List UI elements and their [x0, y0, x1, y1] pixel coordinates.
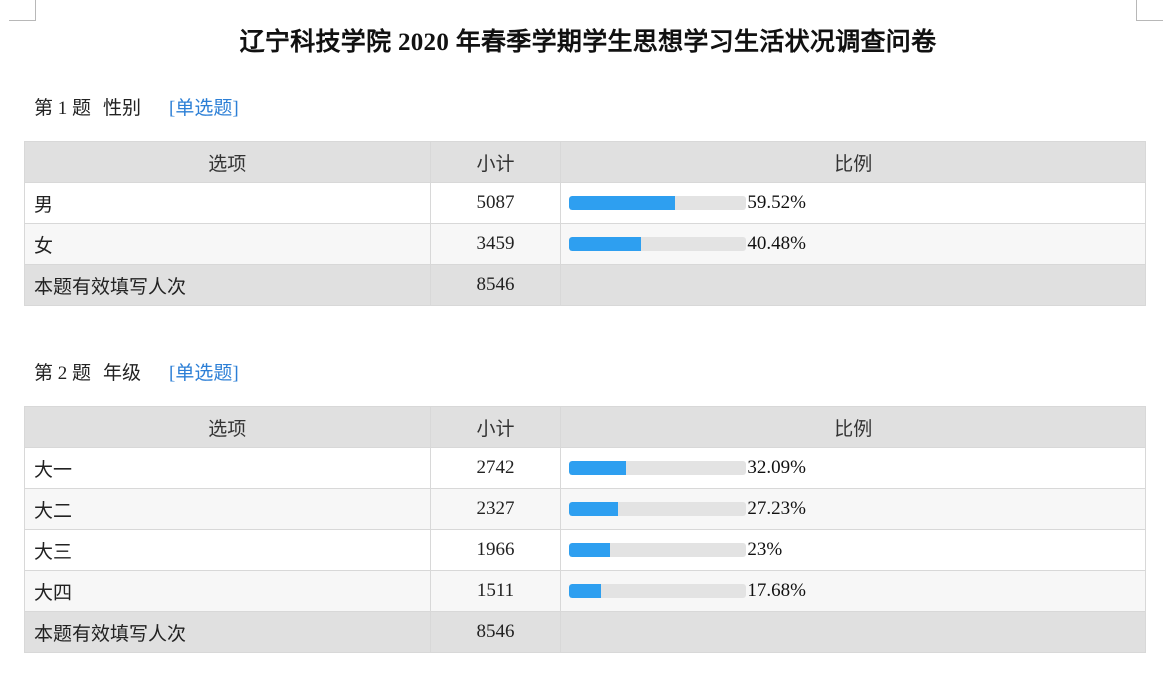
question-2-title: 年级 — [103, 363, 142, 384]
table-header-row: 选项 小计 比例 — [24, 141, 1146, 183]
survey-title: 辽宁科技学院 2020 年春季学期学生思想学习生活状况调查问卷 — [239, 29, 937, 56]
progress-bar — [569, 196, 747, 210]
total-empty-cell — [560, 264, 1146, 306]
ratio-cell: 59.52% — [560, 182, 1146, 224]
option-label: 大二 — [24, 488, 431, 530]
option-label: 大四 — [24, 570, 431, 612]
progress-bar-fill — [569, 502, 618, 516]
progress-bar — [569, 543, 747, 557]
progress-bar-fill — [569, 196, 675, 210]
header-ratio: 比例 — [560, 141, 1146, 183]
ratio-cell: 32.09% — [560, 447, 1146, 489]
total-empty-cell — [560, 611, 1146, 653]
percent-text: 59.52% — [747, 192, 806, 213]
header-count: 小计 — [429, 406, 562, 448]
question-2-type-link[interactable]: [单选题] — [169, 363, 239, 384]
question-1-type-link[interactable]: [单选题] — [169, 98, 239, 119]
question-1-title: 性别 — [103, 98, 142, 119]
option-count: 2742 — [429, 447, 562, 489]
option-label: 大一 — [24, 447, 431, 489]
option-label: 女 — [24, 223, 431, 265]
question-2-heading: 第 2 题年级 [单选题] — [34, 358, 239, 385]
option-label: 男 — [24, 182, 431, 224]
page-corner-mark-left — [9, 0, 36, 21]
progress-bar-fill — [569, 584, 601, 598]
table-row: 女 3459 40.48% — [24, 223, 1146, 265]
header-ratio: 比例 — [560, 406, 1146, 448]
percent-text: 40.48% — [747, 233, 806, 254]
header-option: 选项 — [24, 406, 431, 448]
header-option: 选项 — [24, 141, 431, 183]
progress-bar — [569, 237, 747, 251]
option-count: 1966 — [429, 529, 562, 571]
header-count: 小计 — [429, 141, 562, 183]
percent-text: 32.09% — [747, 457, 806, 478]
progress-bar — [569, 502, 747, 516]
option-count: 2327 — [429, 488, 562, 530]
table-row: 大四 1511 17.68% — [24, 570, 1146, 612]
percent-text: 23% — [747, 539, 783, 560]
option-count: 3459 — [429, 223, 562, 265]
question-1-table: 选项 小计 比例 男 5087 59.52% 女 3459 40.48% 本题有… — [24, 141, 1146, 306]
ratio-cell: 23% — [560, 529, 1146, 571]
table-total-row: 本题有效填写人次 8546 — [24, 611, 1146, 653]
total-count: 8546 — [429, 264, 562, 306]
question-2-number: 第 2 题 — [34, 363, 92, 384]
ratio-cell: 17.68% — [560, 570, 1146, 612]
progress-bar — [569, 461, 747, 475]
progress-bar-fill — [569, 237, 642, 251]
option-label: 大三 — [24, 529, 431, 571]
option-count: 1511 — [429, 570, 562, 612]
total-label: 本题有效填写人次 — [24, 264, 431, 306]
percent-text: 17.68% — [747, 580, 806, 601]
question-2-table: 选项 小计 比例 大一 2742 32.09% 大二 2327 27.23% 大… — [24, 406, 1146, 653]
table-row: 男 5087 59.52% — [24, 182, 1146, 224]
table-row: 大一 2742 32.09% — [24, 447, 1146, 489]
option-count: 5087 — [429, 182, 562, 224]
question-1-number: 第 1 题 — [34, 98, 92, 119]
table-row: 大二 2327 27.23% — [24, 488, 1146, 530]
progress-bar — [569, 584, 747, 598]
percent-text: 27.23% — [747, 498, 806, 519]
question-1-heading: 第 1 题性别 [单选题] — [34, 93, 239, 120]
total-count: 8546 — [429, 611, 562, 653]
progress-bar-fill — [569, 543, 611, 557]
table-row: 大三 1966 23% — [24, 529, 1146, 571]
table-total-row: 本题有效填写人次 8546 — [24, 264, 1146, 306]
progress-bar-fill — [569, 461, 627, 475]
ratio-cell: 27.23% — [560, 488, 1146, 530]
ratio-cell: 40.48% — [560, 223, 1146, 265]
table-header-row: 选项 小计 比例 — [24, 406, 1146, 448]
page-corner-mark-right — [1136, 0, 1163, 21]
total-label: 本题有效填写人次 — [24, 611, 431, 653]
